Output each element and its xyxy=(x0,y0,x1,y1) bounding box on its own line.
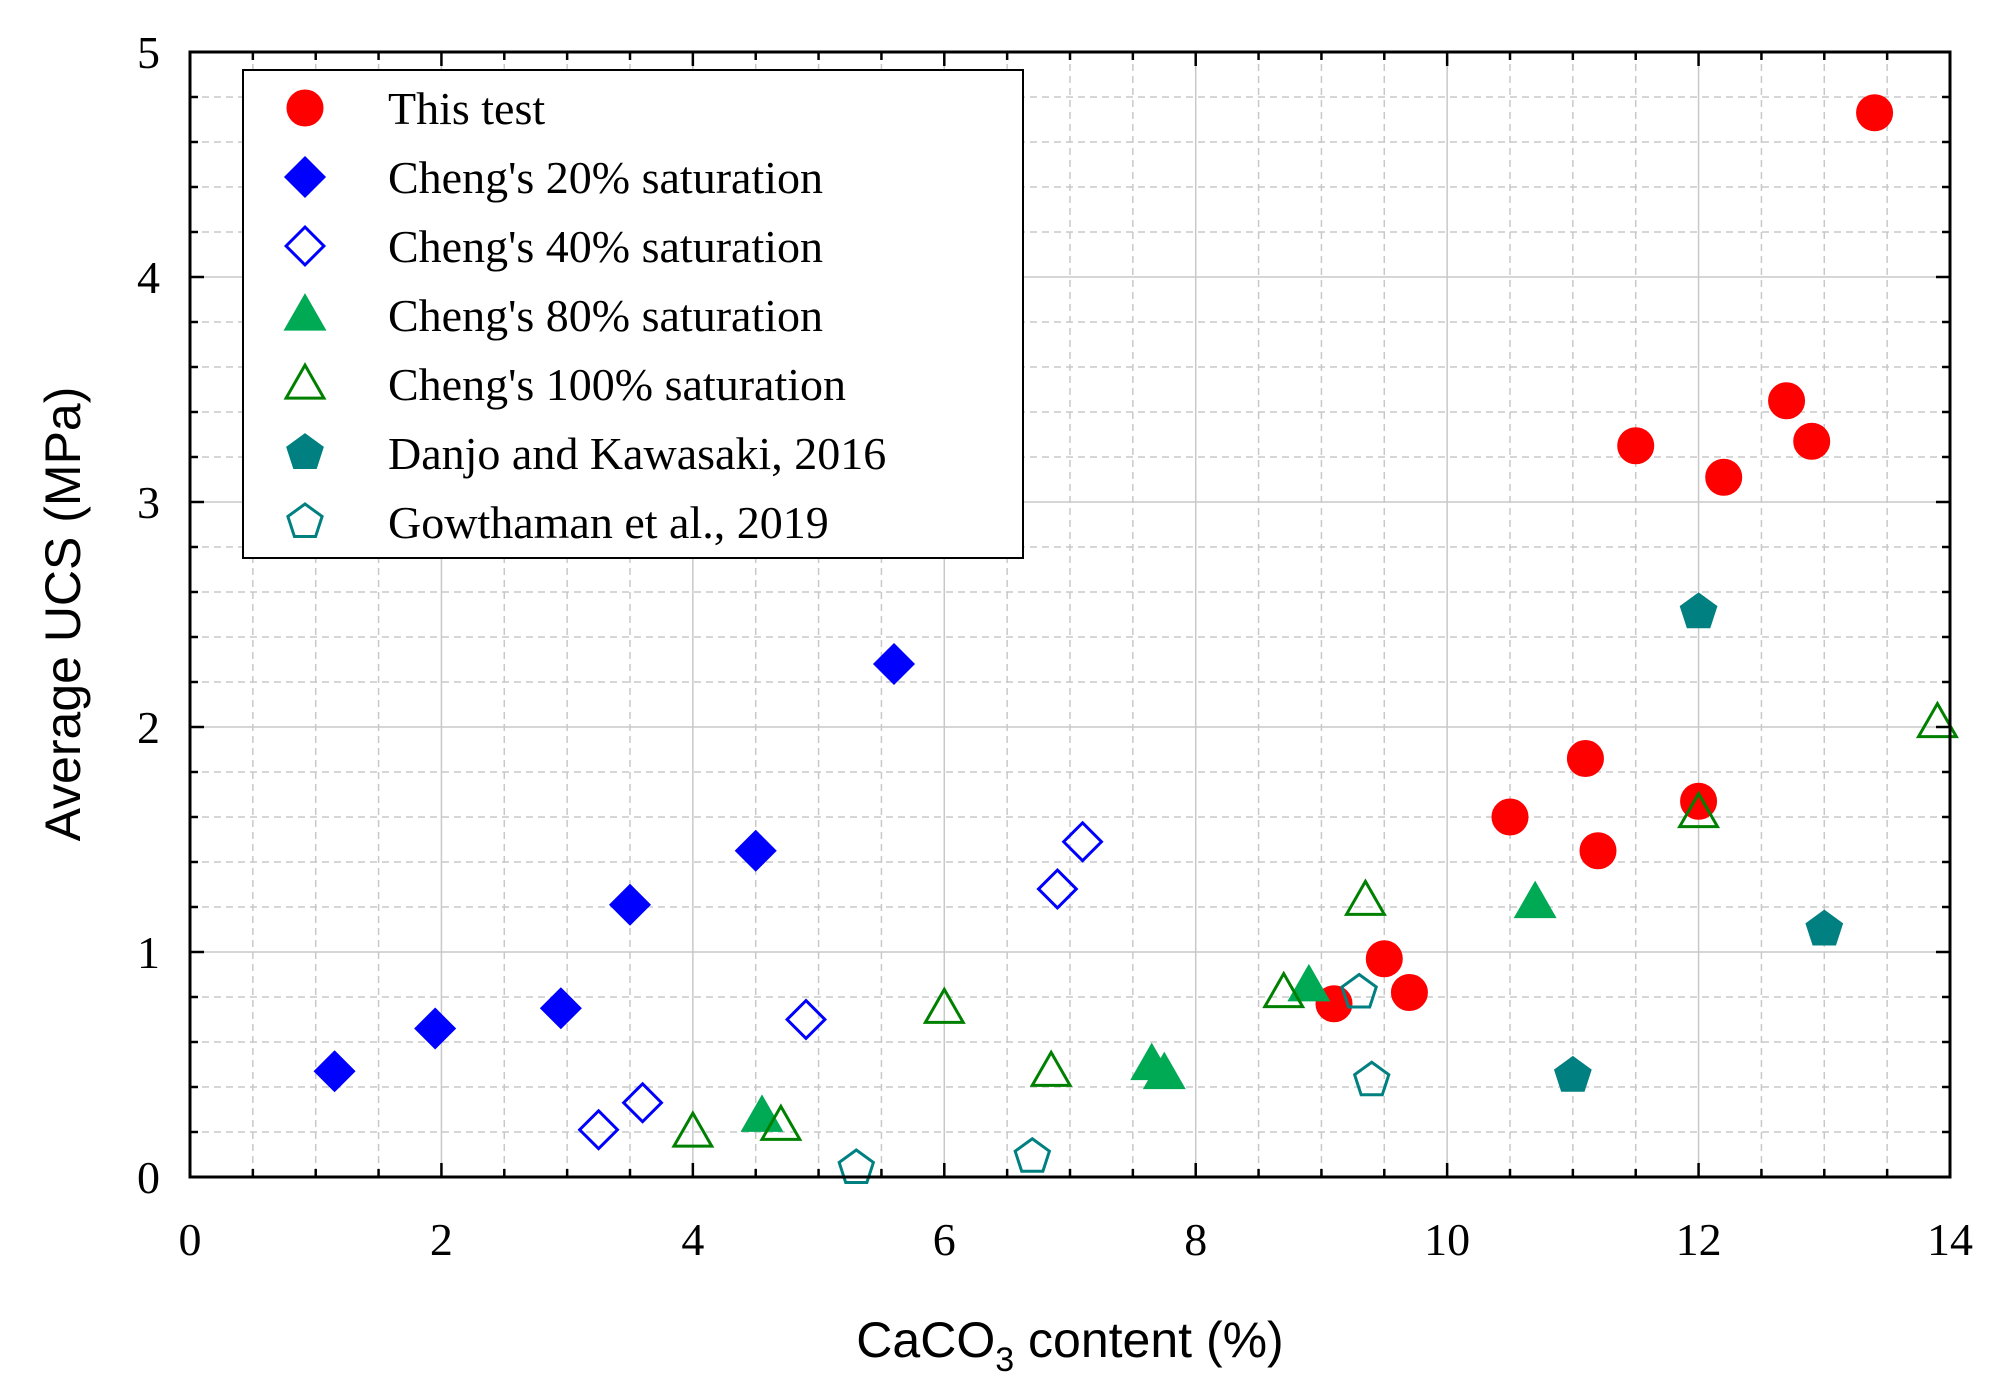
data-point xyxy=(621,1081,664,1124)
x-tick-label: 14 xyxy=(1927,1214,1973,1265)
data-point xyxy=(1491,798,1529,836)
y-tick-label: 0 xyxy=(137,1152,160,1203)
data-point xyxy=(577,1108,620,1151)
data-point xyxy=(1390,974,1428,1011)
y-tick-label: 3 xyxy=(137,477,160,528)
series-7 xyxy=(837,972,1391,1185)
data-point xyxy=(1061,820,1104,863)
data-point xyxy=(1343,878,1387,916)
data-point xyxy=(539,987,582,1030)
legend-item: Cheng's 100% saturation xyxy=(283,359,846,410)
data-point xyxy=(608,883,652,926)
legend-label: Cheng's 20% saturation xyxy=(388,152,823,203)
data-point xyxy=(1579,832,1617,870)
data-point xyxy=(1793,422,1831,460)
data-point xyxy=(313,1050,356,1093)
legend-label: This test xyxy=(388,83,545,134)
grid xyxy=(190,52,1950,1177)
axis-ticks xyxy=(188,50,1952,1179)
y-tick-label: 1 xyxy=(137,927,160,978)
x-tick-label: 8 xyxy=(1184,1214,1207,1265)
data-point xyxy=(1705,458,1743,496)
legend-marker-diamond-open xyxy=(283,224,327,268)
data-point xyxy=(759,1103,803,1141)
data-point xyxy=(1805,909,1844,946)
data-point xyxy=(1340,972,1379,1009)
data-point xyxy=(1679,592,1718,629)
data-point xyxy=(1856,94,1894,132)
legend-item: Cheng's 20% saturation xyxy=(283,152,823,203)
x-tick-label: 6 xyxy=(933,1214,956,1265)
legend-marker-circle-filled xyxy=(286,89,324,127)
legend-item: Gowthaman et al., 2019 xyxy=(286,497,829,548)
legend-label: Cheng's 40% saturation xyxy=(388,221,823,272)
series-2 xyxy=(313,642,916,1093)
data-point xyxy=(922,986,966,1024)
data-point xyxy=(734,829,777,872)
data-point xyxy=(414,1007,457,1050)
data-point xyxy=(1036,867,1079,911)
x-tick-label: 4 xyxy=(681,1214,704,1265)
legend-label: Cheng's 100% saturation xyxy=(388,359,846,410)
data-point xyxy=(784,998,828,1041)
data-point xyxy=(1677,790,1721,829)
data-point xyxy=(1352,1060,1391,1097)
legend-marker-diamond-filled xyxy=(283,155,327,199)
legend-label: Cheng's 80% saturation xyxy=(388,290,823,341)
series-5 xyxy=(671,700,1959,1148)
data-point xyxy=(1513,880,1557,919)
series-3 xyxy=(577,820,1104,1151)
data-point xyxy=(1262,970,1306,1009)
x-axis-title: CaCO3 content (%) xyxy=(856,1312,1283,1379)
data-point xyxy=(1617,427,1655,465)
legend-marker-triangle-filled xyxy=(283,293,327,331)
y-tick-label: 2 xyxy=(137,702,160,753)
legend-item: Cheng's 80% saturation xyxy=(283,290,823,341)
data-points xyxy=(313,94,1959,1185)
y-tick-label: 5 xyxy=(137,27,160,78)
x-tick-label: 0 xyxy=(179,1214,202,1265)
legend-item: Danjo and Kawasaki, 2016 xyxy=(286,428,886,479)
series-6 xyxy=(1553,592,1844,1092)
x-tick-label: 10 xyxy=(1424,1214,1470,1265)
data-point xyxy=(872,642,916,686)
data-point xyxy=(1768,382,1806,420)
legend-item: This test xyxy=(286,83,545,134)
y-tick-label: 4 xyxy=(137,252,160,303)
data-point xyxy=(1553,1055,1592,1092)
legend-box xyxy=(242,69,1024,559)
data-point xyxy=(671,1110,715,1148)
data-point xyxy=(1142,1051,1186,1090)
x-tick-label: 12 xyxy=(1676,1214,1722,1265)
legend-label: Danjo and Kawasaki, 2016 xyxy=(388,428,886,479)
data-point xyxy=(837,1148,876,1185)
data-point xyxy=(1915,700,1959,739)
legend: This test Cheng's 20% saturation Cheng's 4… xyxy=(242,69,1024,559)
data-point xyxy=(1566,740,1604,777)
data-point xyxy=(1013,1136,1052,1173)
legend-marker-triangle-open xyxy=(283,362,327,400)
legend-item: Cheng's 40% saturation xyxy=(283,221,823,272)
x-tick-label: 2 xyxy=(430,1214,453,1265)
data-point xyxy=(1029,1049,1073,1087)
legend-label: Gowthaman et al., 2019 xyxy=(388,497,829,548)
data-point xyxy=(1287,963,1331,1002)
legend-marker-pentagon-open xyxy=(286,502,324,539)
legend-marker-pentagon-filled xyxy=(286,433,324,470)
y-axis-title: Average UCS (MPa) xyxy=(35,387,91,842)
data-point xyxy=(1365,940,1403,978)
